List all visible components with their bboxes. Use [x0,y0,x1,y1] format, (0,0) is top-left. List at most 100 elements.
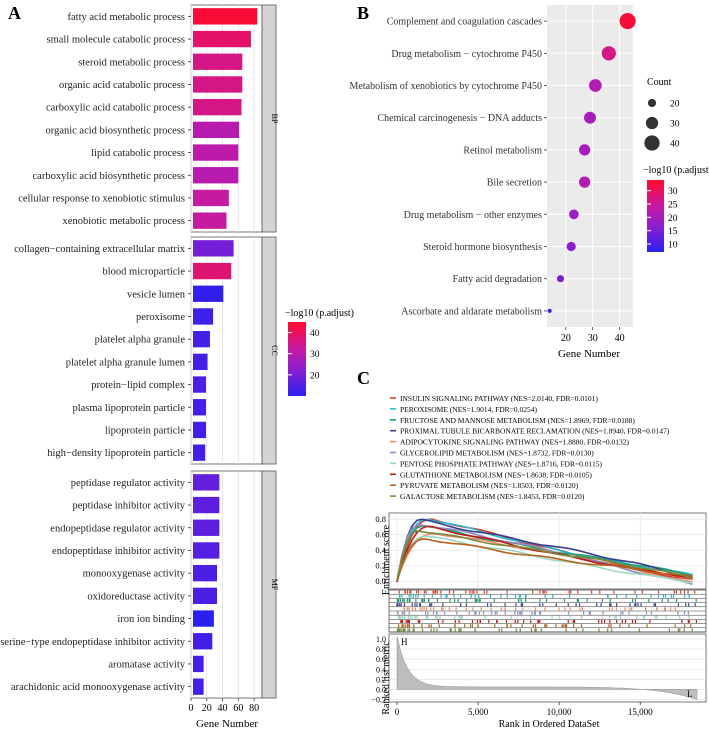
panel-c-legend-label: GLUTATHIONE METABOLISM (NES=1.8638, FDR=… [400,470,592,479]
panel-a-category-label: high−density lipoprotein particle [47,448,185,459]
panel-a-category-label: steroid metabolic process [78,57,185,68]
panel-c-legend-label: GALACTOSE METABOLISM (NES=1.8453, FDR=0.… [400,492,585,501]
panel-a-legend-tick-label: 40 [310,329,320,339]
panel-b-size-legend-label: 30 [670,120,680,130]
panel-c-metric-tick-label: −0.2 [371,695,386,704]
panel-b-background [547,5,633,327]
panel-c-legend-label: FRUCTOSE AND MANNOSE METABOLISM (NES=1.8… [400,416,635,425]
panel-a-bar [193,144,239,161]
panel-b-size-legend-label: 40 [670,140,680,150]
panel-a-facet-strip [261,236,277,465]
panel-a-bar [193,633,213,650]
panel-c-es-curve [396,538,693,581]
panel-a-x-tick-label: 40 [218,703,228,714]
panel-c-y-label: Enrichment score [381,524,392,595]
panel-a-letter: A [8,3,21,23]
panel-b-x-tick-label: 20 [561,333,571,344]
panel-a-bar [193,564,218,582]
panel-b-category-label: Drug metabolism − cytochrome P450 [391,49,542,60]
panel-b-x-tick-label: 30 [588,333,598,344]
panel-c-y-label-2: Ranked list metric [381,641,392,715]
panel-b-dot [589,79,602,92]
panel-a-bar [193,308,214,325]
panel-c-legend-label: INSULIN SIGNALING PATHWAY (NES=2.0140, F… [400,394,598,403]
panel-c-legend-label: GLYCEROLIPID METABOLISM (NES=1.8732, FDR… [400,449,594,458]
panel-b-dot [566,241,576,252]
panel-b-category-label: Fatty acid degradation [453,274,542,285]
panel-b-size-legend-title: Count [647,77,672,88]
panel-c-es-tick-label: 0.0 [375,576,386,586]
panel-a-bar [193,262,232,280]
panel-a-category-label: aromatase activity [108,659,185,670]
panel-a-category-label: peptidase regulator activity [71,478,186,489]
panel-a-legend-tick-label: 30 [310,350,320,360]
panel-a-bar [193,587,218,605]
panel-c-metric-tick-label: 1.0 [376,635,386,644]
panel-b-size-legend-label: 20 [670,100,680,110]
panel-a-category-label: peroxisome [136,312,185,323]
panel-c-metric-tick-label: 0.0 [376,685,386,694]
panel-c-legend-label: PENTOSE PHOSPHATE PATHWAY (NES=1.8716, F… [400,459,603,468]
panel-a-category-label: endopeptidase regulator activity [50,523,185,534]
panel-a-bar [193,212,227,229]
panel-a-color-legend: −log10 (p.adjust) 20 30 40 [285,308,354,396]
panel-a-category-label: carboxylic acid catabolic process [46,103,185,114]
panel-a-legend-tick-label: 20 [310,371,320,381]
panel-b-legend-tick-label: 25 [668,201,678,211]
panel-a-category-label: monooxygenase activity [83,569,186,580]
panel-b-color-legend-title: −log10 (p.adjust) [643,165,709,176]
panel-a-category-label: platelet alpha granule lumen [66,357,186,368]
panel-a-bar [193,376,206,393]
panel-b-category-label: Ascorbate and aldarate metabolism [401,306,542,317]
panel-a-category-label: small molecule catabolic process [47,35,186,46]
panel-c-letter: C [357,368,370,388]
panel-a-category-label: oxidoreductase activity [87,591,185,602]
panel-b-category-label: Drug metabolism − other enzymes [404,210,542,221]
panel-a-bar [193,496,220,514]
panel-b-size-legend-dot [647,98,657,108]
panel-a-bar [193,76,243,93]
panel-b-dot [547,308,552,313]
panel-a-category-label: fatty acid metabolic process [68,12,186,23]
panel-a-category-label: xenobiotic metabolic process [63,216,185,227]
panel-a-bar [193,678,204,695]
panel-a-bar [193,53,243,70]
panel-b-category-label: Chemical carcinogenesis − DNA adducts [378,113,543,124]
panel-a-category-label: blood microparticle [102,267,185,278]
panel-a-facet-strip [261,4,277,233]
panel-a-bar [193,399,206,416]
panel-a-bar [193,474,220,491]
panel-b-x-tick-label: 40 [615,333,625,344]
panel-a-x-label: Gene Number [196,718,258,730]
panel-a-facet-label: CC [270,345,279,356]
panel-b-letter: B [357,3,369,23]
panel-b-legend-tick-label: 30 [668,187,678,197]
panel-a-bar [193,240,234,257]
panel-b-legend-tick-label: 15 [668,227,678,237]
panel-a-category-label: collagen−containing extracellular matrix [14,244,186,255]
panel-b-dot [556,275,564,283]
panel-a-category-label: lipid catabolic process [91,148,185,159]
panel-a-bar [193,421,206,439]
panel-c-metric-tick-label: 0.6 [376,655,386,664]
panel-b-category-label: Steroid hormone biosynthesis [423,242,542,253]
panel-a-category-label: peptidase inhibitor activity [72,501,185,512]
panel-a-bar [193,167,239,184]
panel-c-metric-tick-label: 0.4 [376,665,386,674]
panel-a-category-label: organic acid biosynthetic process [46,125,185,136]
panel-c-es-curve [396,530,694,582]
panel-c-es-curve [396,518,693,583]
panel-b-dot [619,13,636,30]
panel-c-es-tick-label: 0.2 [375,561,386,571]
panel-a-bar [193,353,208,371]
panel-a-bar [193,330,210,348]
panel-a-bar [193,610,214,627]
panel-b-category-label: Metabolism of xenobiotics by cytochrome … [350,81,542,92]
panel-a-category-label: cellular response to xenobiotic stimulus [18,193,185,204]
panel-c-x-tick-label: 10,000 [547,707,572,717]
panel-a-category-label: arachidonic acid monooxygenase activity [11,682,186,693]
panel-c-low-marker: L [687,689,693,699]
panel-b-category-label: Complement and coagulation cascades [387,17,542,28]
panel-a-category-label: organic acid catabolic process [59,80,185,91]
panel-a-category-label: endopeptidase inhibitor activity [52,546,186,557]
